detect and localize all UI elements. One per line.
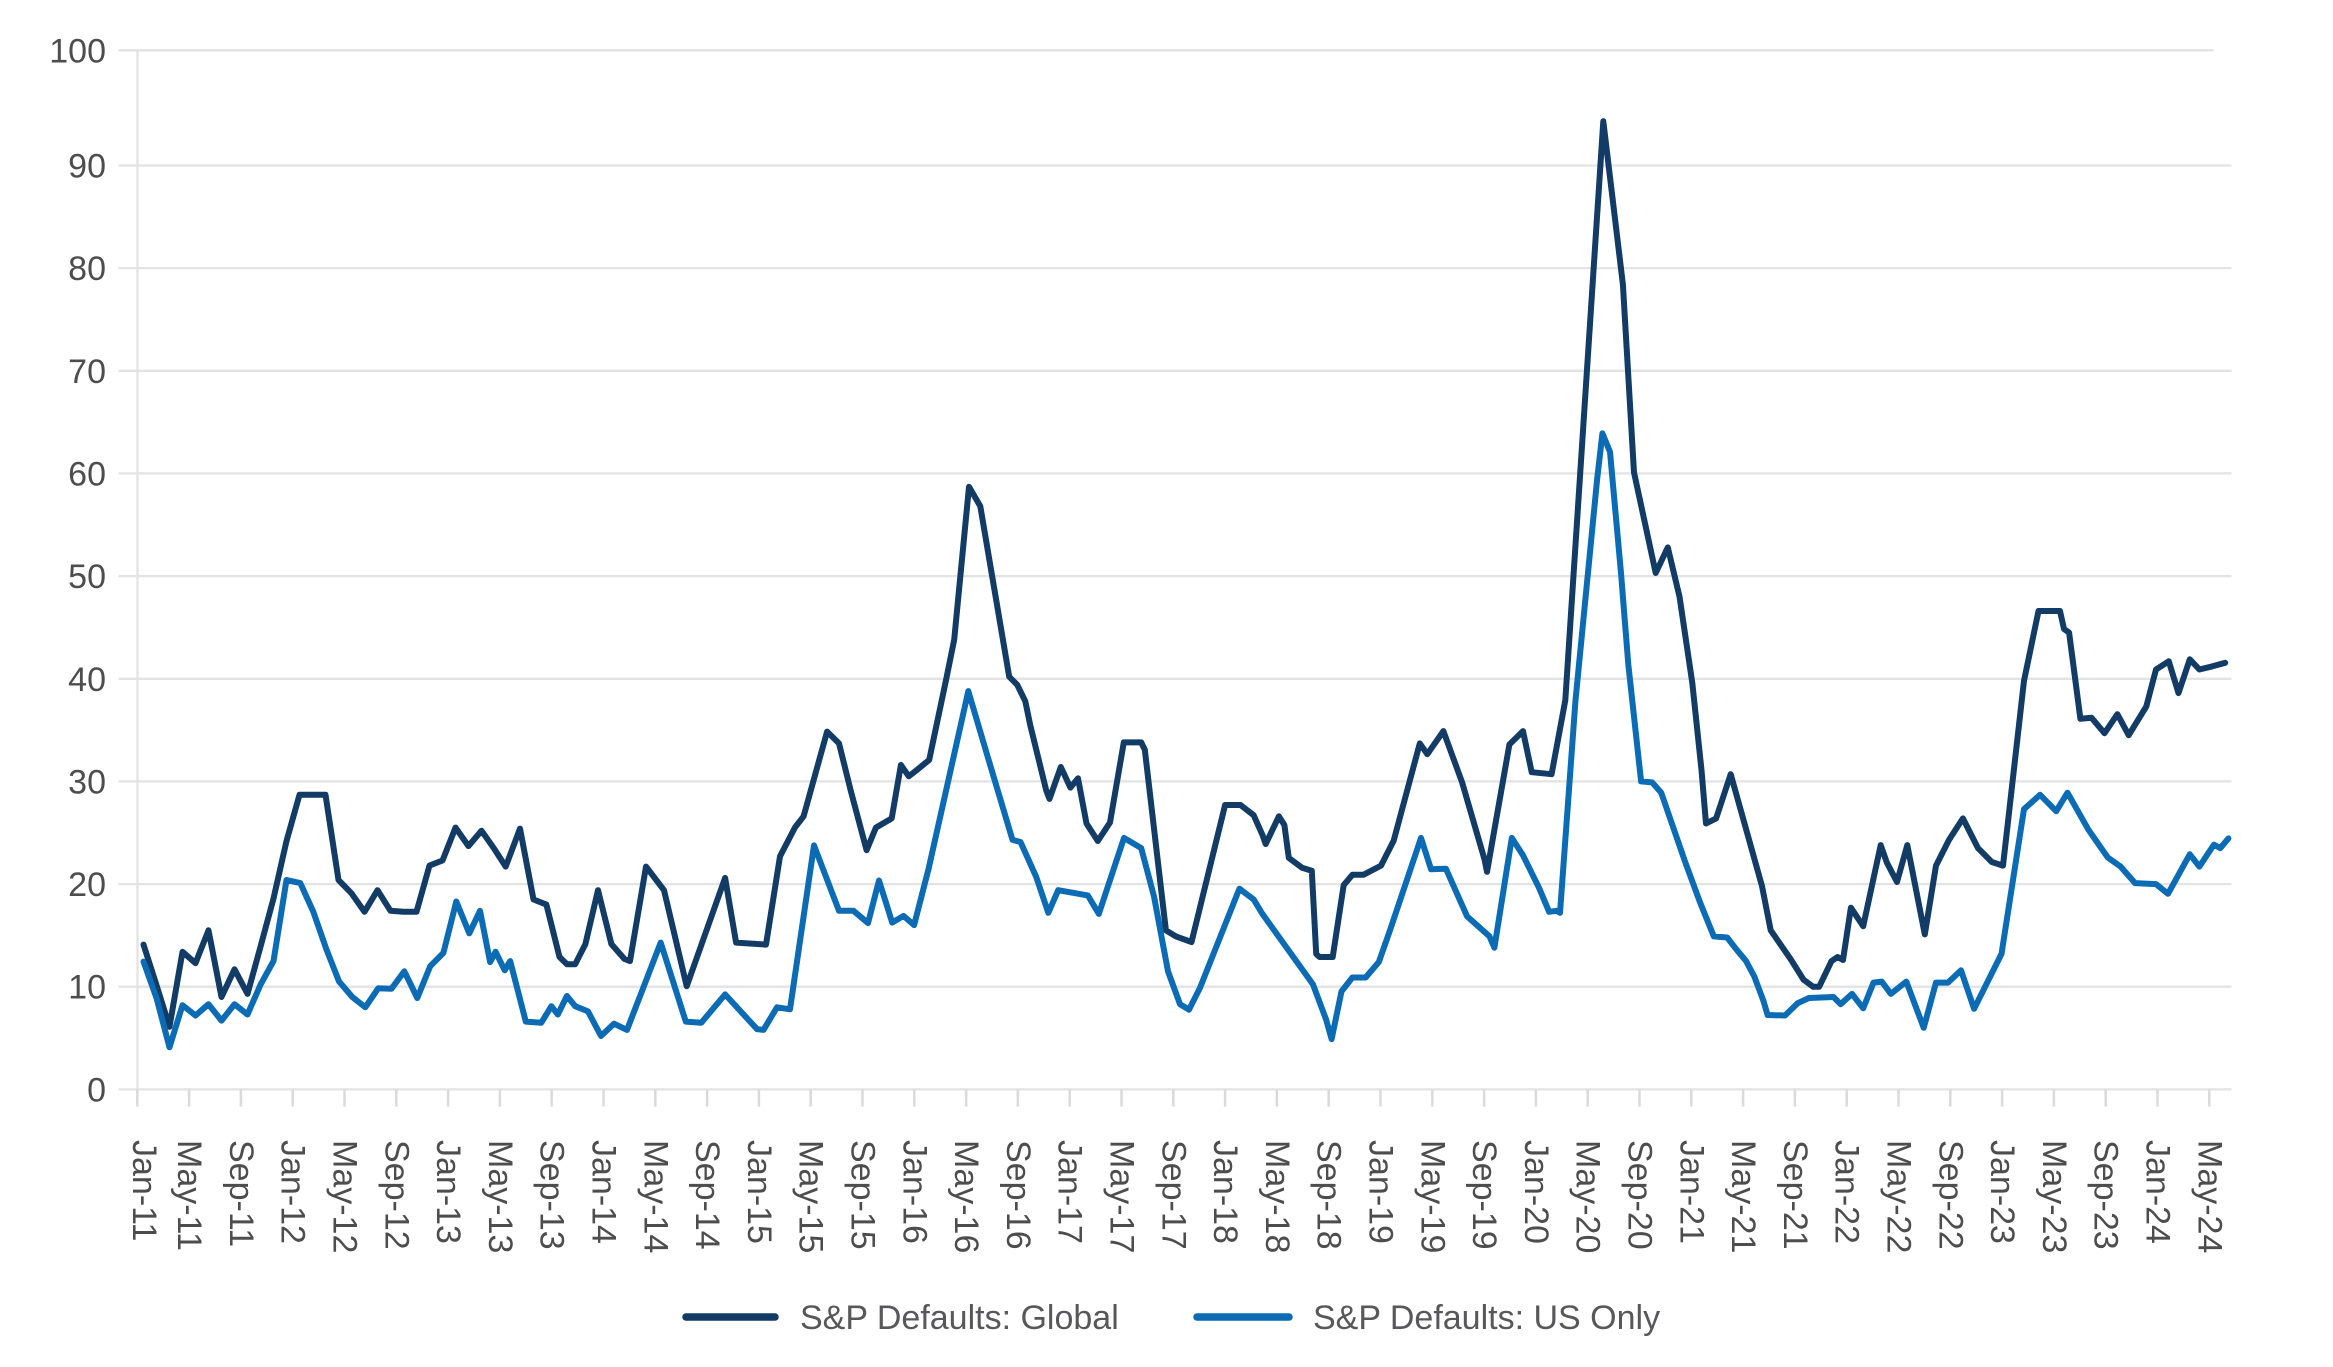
svg-text:Jan-21: Jan-21 bbox=[1672, 1140, 1710, 1244]
svg-text:50: 50 bbox=[68, 558, 106, 596]
svg-text:Jan-12: Jan-12 bbox=[274, 1140, 312, 1244]
svg-text:Jan-15: Jan-15 bbox=[740, 1140, 778, 1244]
svg-text:S&P Defaults: Global: S&P Defaults: Global bbox=[800, 1299, 1119, 1337]
svg-text:May-14: May-14 bbox=[636, 1140, 674, 1253]
svg-text:Sep-12: Sep-12 bbox=[377, 1140, 415, 1250]
svg-text:May-24: May-24 bbox=[2190, 1140, 2228, 1253]
svg-text:Jan-14: Jan-14 bbox=[585, 1140, 623, 1244]
svg-text:70: 70 bbox=[68, 353, 106, 391]
svg-text:Jan-19: Jan-19 bbox=[1362, 1140, 1400, 1244]
svg-text:Sep-20: Sep-20 bbox=[1621, 1140, 1659, 1250]
svg-text:Sep-16: Sep-16 bbox=[999, 1140, 1037, 1250]
svg-text:May-17: May-17 bbox=[1103, 1140, 1141, 1253]
svg-text:Sep-17: Sep-17 bbox=[1154, 1140, 1192, 1250]
svg-text:Sep-11: Sep-11 bbox=[222, 1140, 260, 1247]
svg-text:Jan-11: Jan-11 bbox=[125, 1140, 163, 1241]
svg-text:May-20: May-20 bbox=[1569, 1140, 1607, 1253]
svg-text:Jan-22: Jan-22 bbox=[1828, 1140, 1866, 1244]
svg-text:May-22: May-22 bbox=[1880, 1140, 1918, 1253]
svg-text:May-18: May-18 bbox=[1258, 1140, 1296, 1253]
svg-text:0: 0 bbox=[87, 1071, 106, 1109]
svg-text:Jan-13: Jan-13 bbox=[429, 1140, 467, 1244]
svg-text:Jan-23: Jan-23 bbox=[1983, 1140, 2021, 1244]
svg-text:Jan-18: Jan-18 bbox=[1206, 1140, 1244, 1244]
svg-text:30: 30 bbox=[68, 763, 106, 801]
svg-text:May-23: May-23 bbox=[2035, 1140, 2073, 1253]
svg-text:May-15: May-15 bbox=[792, 1140, 830, 1253]
svg-text:May-12: May-12 bbox=[326, 1140, 364, 1253]
svg-text:Sep-22: Sep-22 bbox=[1931, 1140, 1969, 1250]
svg-text:20: 20 bbox=[68, 866, 106, 904]
svg-text:May-16: May-16 bbox=[947, 1140, 985, 1253]
svg-text:S&P Defaults: US Only: S&P Defaults: US Only bbox=[1313, 1299, 1660, 1337]
svg-text:Sep-15: Sep-15 bbox=[844, 1140, 882, 1250]
svg-text:Jan-24: Jan-24 bbox=[2139, 1140, 2177, 1244]
svg-text:60: 60 bbox=[68, 455, 106, 493]
svg-text:Sep-14: Sep-14 bbox=[688, 1140, 726, 1250]
svg-text:Jan-17: Jan-17 bbox=[1051, 1140, 1089, 1244]
svg-text:40: 40 bbox=[68, 661, 106, 699]
svg-text:May-19: May-19 bbox=[1413, 1140, 1451, 1253]
svg-text:Sep-23: Sep-23 bbox=[2087, 1140, 2125, 1250]
svg-text:100: 100 bbox=[49, 32, 106, 70]
svg-text:May-21: May-21 bbox=[1724, 1140, 1762, 1253]
svg-text:90: 90 bbox=[68, 148, 106, 186]
svg-text:May-11: May-11 bbox=[170, 1140, 208, 1251]
svg-text:May-13: May-13 bbox=[481, 1140, 519, 1253]
svg-text:Jan-16: Jan-16 bbox=[895, 1140, 933, 1244]
svg-text:Sep-18: Sep-18 bbox=[1310, 1140, 1348, 1250]
svg-text:Sep-13: Sep-13 bbox=[533, 1140, 571, 1250]
svg-text:Sep-21: Sep-21 bbox=[1776, 1140, 1814, 1250]
svg-text:Sep-19: Sep-19 bbox=[1465, 1140, 1503, 1250]
svg-text:10: 10 bbox=[68, 969, 106, 1007]
svg-text:Jan-20: Jan-20 bbox=[1517, 1140, 1555, 1244]
svg-text:80: 80 bbox=[68, 250, 106, 288]
